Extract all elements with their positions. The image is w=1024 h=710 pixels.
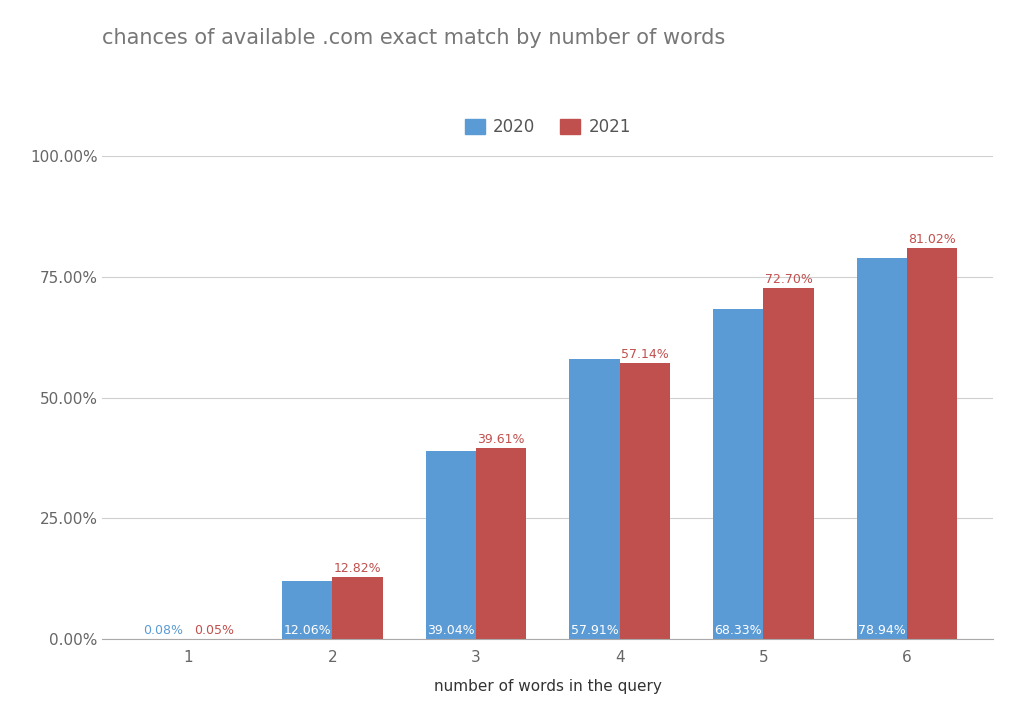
Bar	[569, 359, 620, 639]
Bar	[713, 309, 763, 639]
Legend: 2020, 2021: 2020, 2021	[458, 111, 638, 143]
X-axis label: number of words in the query: number of words in the query	[434, 679, 662, 694]
Text: 78.94%: 78.94%	[858, 624, 906, 637]
Text: 0.08%: 0.08%	[143, 623, 183, 637]
Text: 57.91%: 57.91%	[570, 624, 618, 637]
Bar	[857, 258, 907, 639]
Text: 39.04%: 39.04%	[427, 624, 475, 637]
Bar	[333, 577, 383, 639]
Text: 72.70%: 72.70%	[765, 273, 812, 286]
Text: 81.02%: 81.02%	[908, 233, 956, 246]
Text: 68.33%: 68.33%	[715, 624, 762, 637]
Bar	[763, 288, 814, 639]
Bar	[907, 248, 957, 639]
Text: 0.05%: 0.05%	[194, 624, 233, 637]
Bar	[426, 451, 476, 639]
Bar	[620, 363, 670, 639]
Bar	[476, 448, 526, 639]
Text: chances of available .com exact match by number of words: chances of available .com exact match by…	[102, 28, 726, 48]
Text: 39.61%: 39.61%	[477, 433, 525, 446]
Bar	[282, 581, 333, 639]
Text: 12.82%: 12.82%	[334, 562, 381, 575]
Text: 57.14%: 57.14%	[621, 348, 669, 361]
Text: 12.06%: 12.06%	[284, 624, 331, 637]
